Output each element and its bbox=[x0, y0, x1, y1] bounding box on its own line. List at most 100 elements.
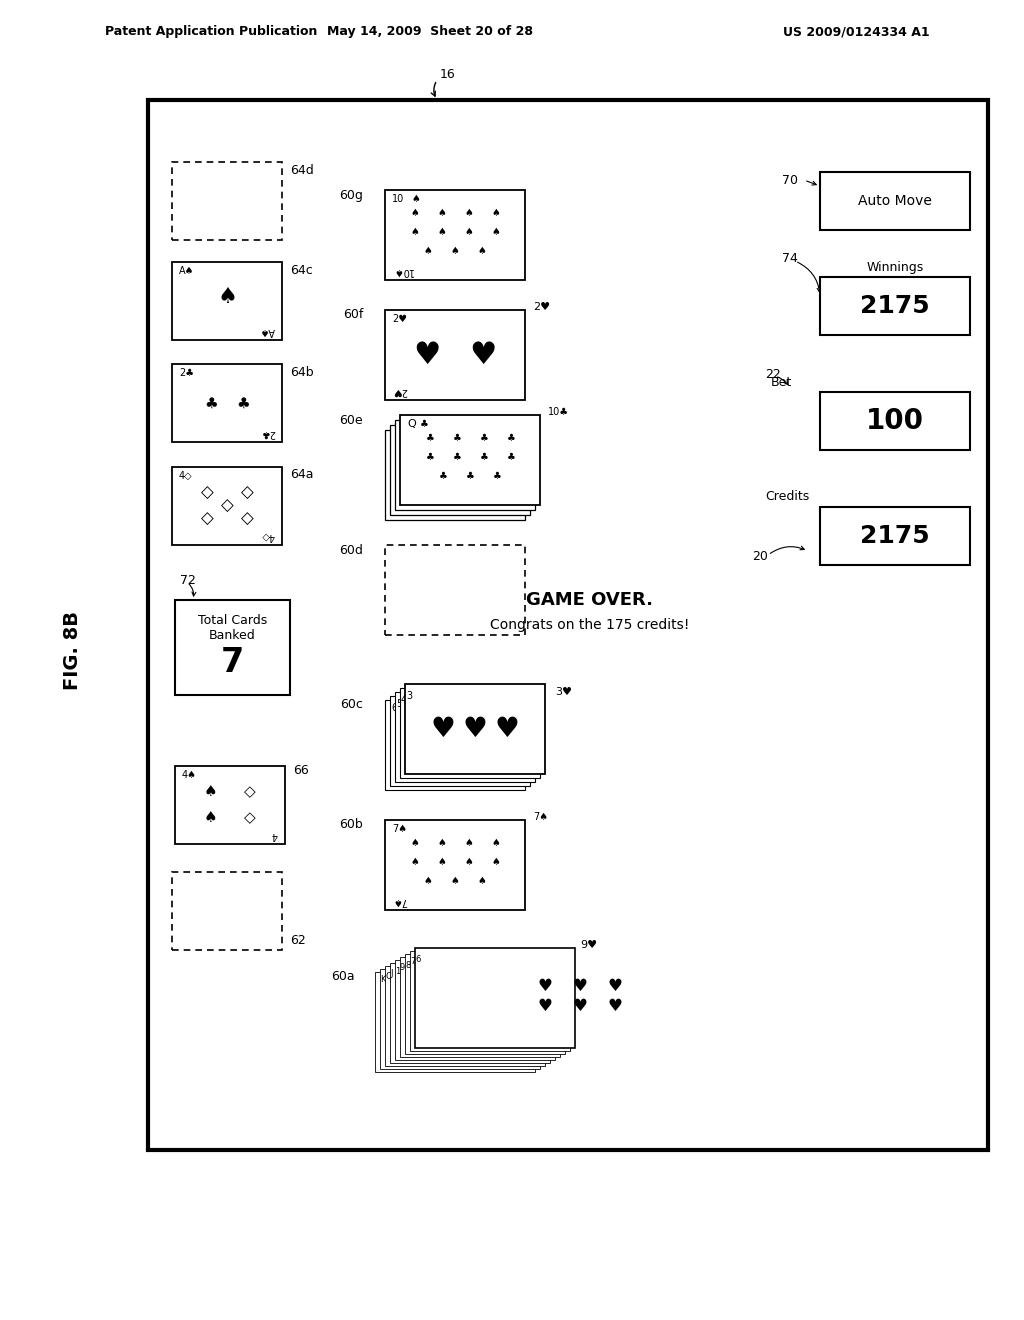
Bar bbox=[385, 700, 525, 789]
Text: ♠: ♠ bbox=[451, 246, 460, 256]
Text: ♠: ♠ bbox=[411, 227, 420, 238]
Text: ♣: ♣ bbox=[507, 433, 515, 444]
Text: ♠: ♠ bbox=[465, 209, 473, 218]
Text: 7: 7 bbox=[221, 647, 244, 680]
Text: 64d: 64d bbox=[290, 164, 313, 177]
Text: ♥: ♥ bbox=[607, 997, 623, 1015]
Text: 7♠: 7♠ bbox=[534, 812, 548, 822]
Text: ♣: ♣ bbox=[466, 471, 474, 480]
Text: ♣: ♣ bbox=[493, 471, 502, 480]
Text: FIG. 8B: FIG. 8B bbox=[62, 610, 82, 689]
Text: ♠: ♠ bbox=[492, 838, 501, 847]
Bar bbox=[415, 948, 575, 1048]
Text: ♠: ♠ bbox=[492, 227, 501, 238]
Text: ♠: ♠ bbox=[477, 246, 486, 256]
Text: 22: 22 bbox=[765, 367, 780, 380]
Text: ♣: ♣ bbox=[507, 451, 515, 462]
Bar bbox=[172, 261, 282, 341]
Text: Q: Q bbox=[407, 418, 416, 429]
Text: 100: 100 bbox=[866, 407, 924, 436]
Text: May 14, 2009  Sheet 20 of 28: May 14, 2009 Sheet 20 of 28 bbox=[327, 25, 534, 38]
Text: ♠: ♠ bbox=[411, 209, 420, 218]
Text: 5: 5 bbox=[396, 700, 402, 709]
Text: ♠: ♠ bbox=[465, 838, 473, 847]
Text: ◇: ◇ bbox=[241, 510, 253, 528]
Bar bbox=[395, 960, 555, 1060]
Text: 3♥: 3♥ bbox=[555, 686, 572, 697]
Text: 2♥: 2♥ bbox=[534, 302, 550, 312]
Text: ♥: ♥ bbox=[463, 715, 487, 743]
Text: 10♣: 10♣ bbox=[548, 407, 569, 417]
Bar bbox=[385, 310, 525, 400]
Bar bbox=[385, 820, 525, 909]
Text: 74: 74 bbox=[782, 252, 798, 265]
Text: ♠: ♠ bbox=[203, 784, 217, 800]
Text: 9♥: 9♥ bbox=[580, 940, 597, 950]
Bar bbox=[406, 954, 565, 1053]
Text: 4♠: 4♠ bbox=[182, 770, 197, 780]
Text: Q: Q bbox=[385, 973, 391, 982]
Bar bbox=[385, 545, 525, 635]
Text: ♣: ♣ bbox=[479, 433, 488, 444]
Text: 7♠: 7♠ bbox=[392, 824, 407, 834]
Text: ♠: ♠ bbox=[451, 876, 460, 886]
Text: ♣: ♣ bbox=[426, 451, 434, 462]
Text: 2♥: 2♥ bbox=[392, 314, 407, 323]
Bar bbox=[406, 684, 545, 774]
Text: 64c: 64c bbox=[290, 264, 312, 276]
Text: 60e: 60e bbox=[339, 413, 362, 426]
Bar bbox=[385, 966, 545, 1067]
Text: 72: 72 bbox=[180, 573, 196, 586]
Text: 8: 8 bbox=[406, 961, 411, 969]
Text: ♥: ♥ bbox=[572, 977, 588, 995]
Text: Bet: Bet bbox=[771, 375, 792, 388]
Text: 2♣: 2♣ bbox=[179, 368, 194, 378]
Text: ♠: ♠ bbox=[492, 857, 501, 867]
Bar bbox=[385, 430, 525, 520]
Text: ♥: ♥ bbox=[495, 715, 519, 743]
Text: A♠: A♠ bbox=[260, 326, 275, 337]
Text: 62: 62 bbox=[290, 933, 306, 946]
Text: ♥: ♥ bbox=[607, 977, 623, 995]
Bar bbox=[175, 766, 285, 843]
Bar bbox=[390, 425, 530, 515]
Bar bbox=[820, 507, 970, 565]
Text: ◇: ◇ bbox=[244, 810, 256, 825]
Text: 60g: 60g bbox=[339, 189, 362, 202]
Bar bbox=[820, 392, 970, 450]
Text: ♠: ♠ bbox=[203, 810, 217, 825]
Text: ◇: ◇ bbox=[241, 484, 253, 502]
Text: ♠: ♠ bbox=[465, 227, 473, 238]
Text: Congrats on the 175 credits!: Congrats on the 175 credits! bbox=[490, 618, 690, 632]
Text: US 2009/0124334 A1: US 2009/0124334 A1 bbox=[783, 25, 930, 38]
Text: ♠: ♠ bbox=[411, 194, 420, 205]
Bar bbox=[172, 873, 282, 950]
Bar bbox=[400, 414, 540, 506]
Text: ♥: ♥ bbox=[572, 997, 588, 1015]
Text: ♣: ♣ bbox=[237, 396, 250, 411]
Text: A♠: A♠ bbox=[179, 267, 195, 276]
Text: J: J bbox=[390, 969, 392, 978]
Text: Credits: Credits bbox=[766, 491, 810, 503]
Text: ♠: ♠ bbox=[437, 838, 446, 847]
Text: 64a: 64a bbox=[290, 469, 313, 482]
Bar bbox=[390, 696, 530, 785]
Bar bbox=[175, 601, 290, 696]
Bar bbox=[395, 692, 535, 781]
Text: 6: 6 bbox=[415, 954, 421, 964]
Bar bbox=[390, 964, 550, 1063]
Text: 2175: 2175 bbox=[860, 524, 930, 548]
Text: ♠: ♠ bbox=[492, 209, 501, 218]
Text: 7♠: 7♠ bbox=[392, 896, 407, 906]
Text: ♣: ♣ bbox=[438, 471, 447, 480]
Bar bbox=[148, 100, 988, 1150]
Text: Winnings: Winnings bbox=[866, 260, 924, 273]
Text: 2♥: 2♥ bbox=[392, 385, 407, 396]
Text: ♠: ♠ bbox=[465, 857, 473, 867]
Text: ♥: ♥ bbox=[414, 341, 440, 370]
Text: ♥: ♥ bbox=[538, 977, 552, 995]
Bar bbox=[172, 162, 282, 240]
Text: 3: 3 bbox=[406, 690, 412, 701]
Text: 60a: 60a bbox=[332, 970, 355, 983]
Bar bbox=[172, 364, 282, 442]
